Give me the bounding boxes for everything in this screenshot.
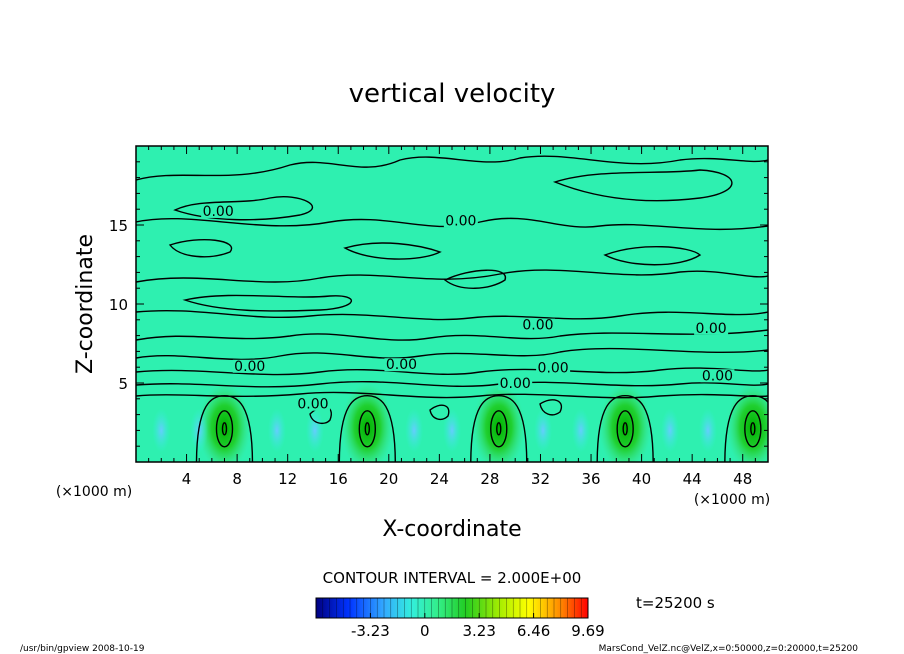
updraft-contour [470,394,528,462]
downdraft-cell [534,408,553,453]
downdraft-cell [770,408,788,452]
contour-label-bg [384,358,419,372]
contour-label: 0.00 [696,321,727,337]
updraft-core-contour [364,422,371,436]
x-tick-label: 44 [683,470,702,488]
contour-label: 0.00 [386,357,417,373]
colorbar-tick-label: 6.46 [517,622,550,640]
y-tick-label: 15 [109,217,128,235]
contour-label-bg [700,369,735,383]
x-unit-right: (×1000 m) [694,492,770,508]
contour-interval-text: CONTOUR INTERVAL = 2.000E+00 [323,569,582,587]
y-axis-ticks: 5 10 15 [109,145,768,463]
updraft-core-contour [622,422,628,436]
colorbar-tick-label: -3.23 [351,622,390,640]
downdraft-cell [698,408,717,453]
x-tick-label: 20 [379,470,398,488]
downdraft-cell [443,408,461,453]
x-tick-label: 32 [531,470,550,488]
contour-label: 0.00 [500,376,531,392]
downdraft-cell [571,408,590,453]
downdraft-cell [808,408,826,452]
colorbar-tick-label: 9.69 [571,622,604,640]
updraft-inner-contour [490,410,508,448]
y-tick-label: 10 [109,296,128,314]
contour-label: 0.00 [445,213,476,229]
contour-lines [136,155,768,425]
updraft-core-contour [221,422,228,436]
contour-label-bg [520,318,555,332]
downdraft-cell [267,408,286,453]
contour-label-bg [694,321,729,335]
updraft-contour [596,394,654,462]
contour-label: 0.00 [538,360,569,376]
contour-label: 0.00 [702,368,733,384]
updraft-core-contour [750,422,756,436]
y-axis-label: Z-coordinate [73,234,98,374]
contour-labels: 0.00 0.00 0.00 0.00 0.00 0.00 0.00 0.00 0.00 0.00 [201,204,735,413]
x-axis-label: X-coordinate [382,517,521,542]
updraft-contour [338,394,396,462]
downdraft-cell [152,408,171,453]
updraft-inner-contour [616,410,634,448]
updraft-inner-contour [215,410,234,448]
updraft-cell [599,383,652,462]
downdraft-cell [305,408,324,453]
x-tick-label: 12 [278,470,297,488]
downdraft-cell [661,408,680,453]
contour-label-bg [295,397,330,411]
plot-area: 0.00 0.00 0.00 0.00 0.00 0.00 0.00 0.00 0.00 0.00 [136,146,826,462]
updraft-inner-contour [744,410,762,448]
contour-label: 0.00 [203,204,234,220]
updraft-contours [195,394,768,462]
updraft-core-contour [496,422,502,436]
contour-label-bg [498,377,533,391]
x-tick-label: 8 [232,470,242,488]
x-tick-label: 40 [632,470,651,488]
footer-left: /usr/bin/gpview 2008-10-19 [20,644,145,654]
chart-title: vertical velocity [349,79,556,109]
x-axis-ticks: 4 8 12 16 20 24 28 32 36 40 44 48 [135,146,769,488]
x-tick-label: 16 [329,470,348,488]
x-unit-left: (×1000 m) [56,484,132,500]
footer-right: MarsCond_VelZ.nc@VelZ,x=0:50000,z=0:2000… [599,644,859,654]
x-tick-label: 4 [182,470,192,488]
contour-label-bg [443,214,478,228]
updraft-contour [724,394,768,462]
colorbar-tick-label: 3.23 [462,622,495,640]
downdraft-cell [405,408,424,453]
x-tick-label: 36 [581,470,600,488]
y-tick-label: 5 [118,375,128,393]
colorbar-ticks: -3.23 0 3.23 6.46 9.69 [351,613,605,640]
updraft-contour [195,394,254,462]
contour-label-bg [232,359,267,373]
time-text: t=25200 s [636,594,715,612]
contour-label: 0.00 [522,318,553,334]
x-tick-label: 48 [733,470,752,488]
contour-label: 0.00 [297,397,328,413]
contour-label: 0.00 [234,359,265,375]
updraft-cell [341,383,394,462]
x-tick-label: 28 [480,470,499,488]
contour-label-bg [201,204,236,218]
x-tick-label: 24 [430,470,449,488]
updraft-inner-contour [358,410,377,448]
colorbar-tick-label: 0 [420,622,430,640]
contour-label-bg [536,361,571,375]
